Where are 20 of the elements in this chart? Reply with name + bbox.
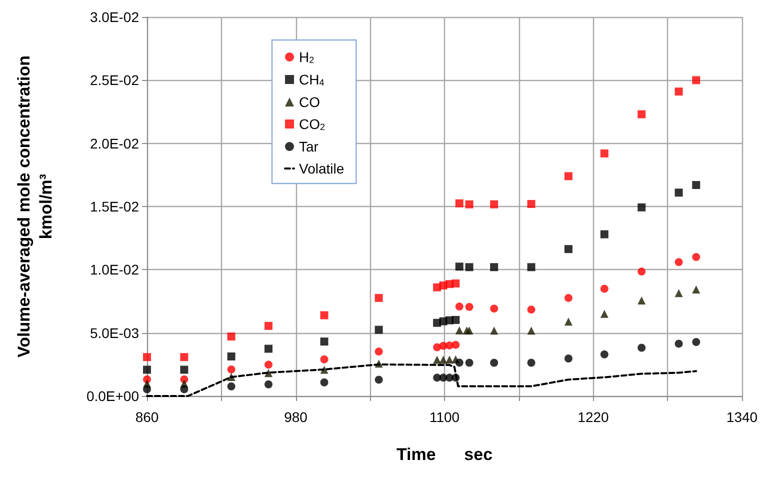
x-tick-label: 1220	[578, 409, 610, 425]
legend-label: H2	[299, 49, 314, 65]
legend-label: Volatile	[299, 160, 344, 176]
x-tick-label: 980	[284, 409, 308, 425]
legend-label: Tar	[299, 138, 319, 154]
legend-label: CH4	[299, 72, 324, 88]
x-axis-title: Time sec	[396, 445, 493, 464]
y-tick-label: 1.0E-02	[90, 262, 140, 278]
legend-label: CO	[299, 94, 320, 110]
x-tick-label: 1100	[429, 409, 460, 425]
x-tick-label: 860	[135, 409, 159, 425]
y-tick-label: 2.5E-02	[90, 72, 140, 88]
x-tick-label: 1340	[726, 409, 758, 425]
y-tick-label: 2.0E-02	[90, 135, 140, 152]
y-tick-label: 5.0E-03	[90, 324, 140, 341]
y-axis-title: Volume-averaged mole concentration kmol/m³	[14, 56, 56, 358]
legend-label: CO2	[299, 116, 326, 132]
y-tick-label: 3.0E-02	[90, 9, 140, 25]
y-tick-label: 1.5E-02	[90, 198, 140, 214]
y-tick-label: 0.0E+00	[86, 388, 140, 404]
